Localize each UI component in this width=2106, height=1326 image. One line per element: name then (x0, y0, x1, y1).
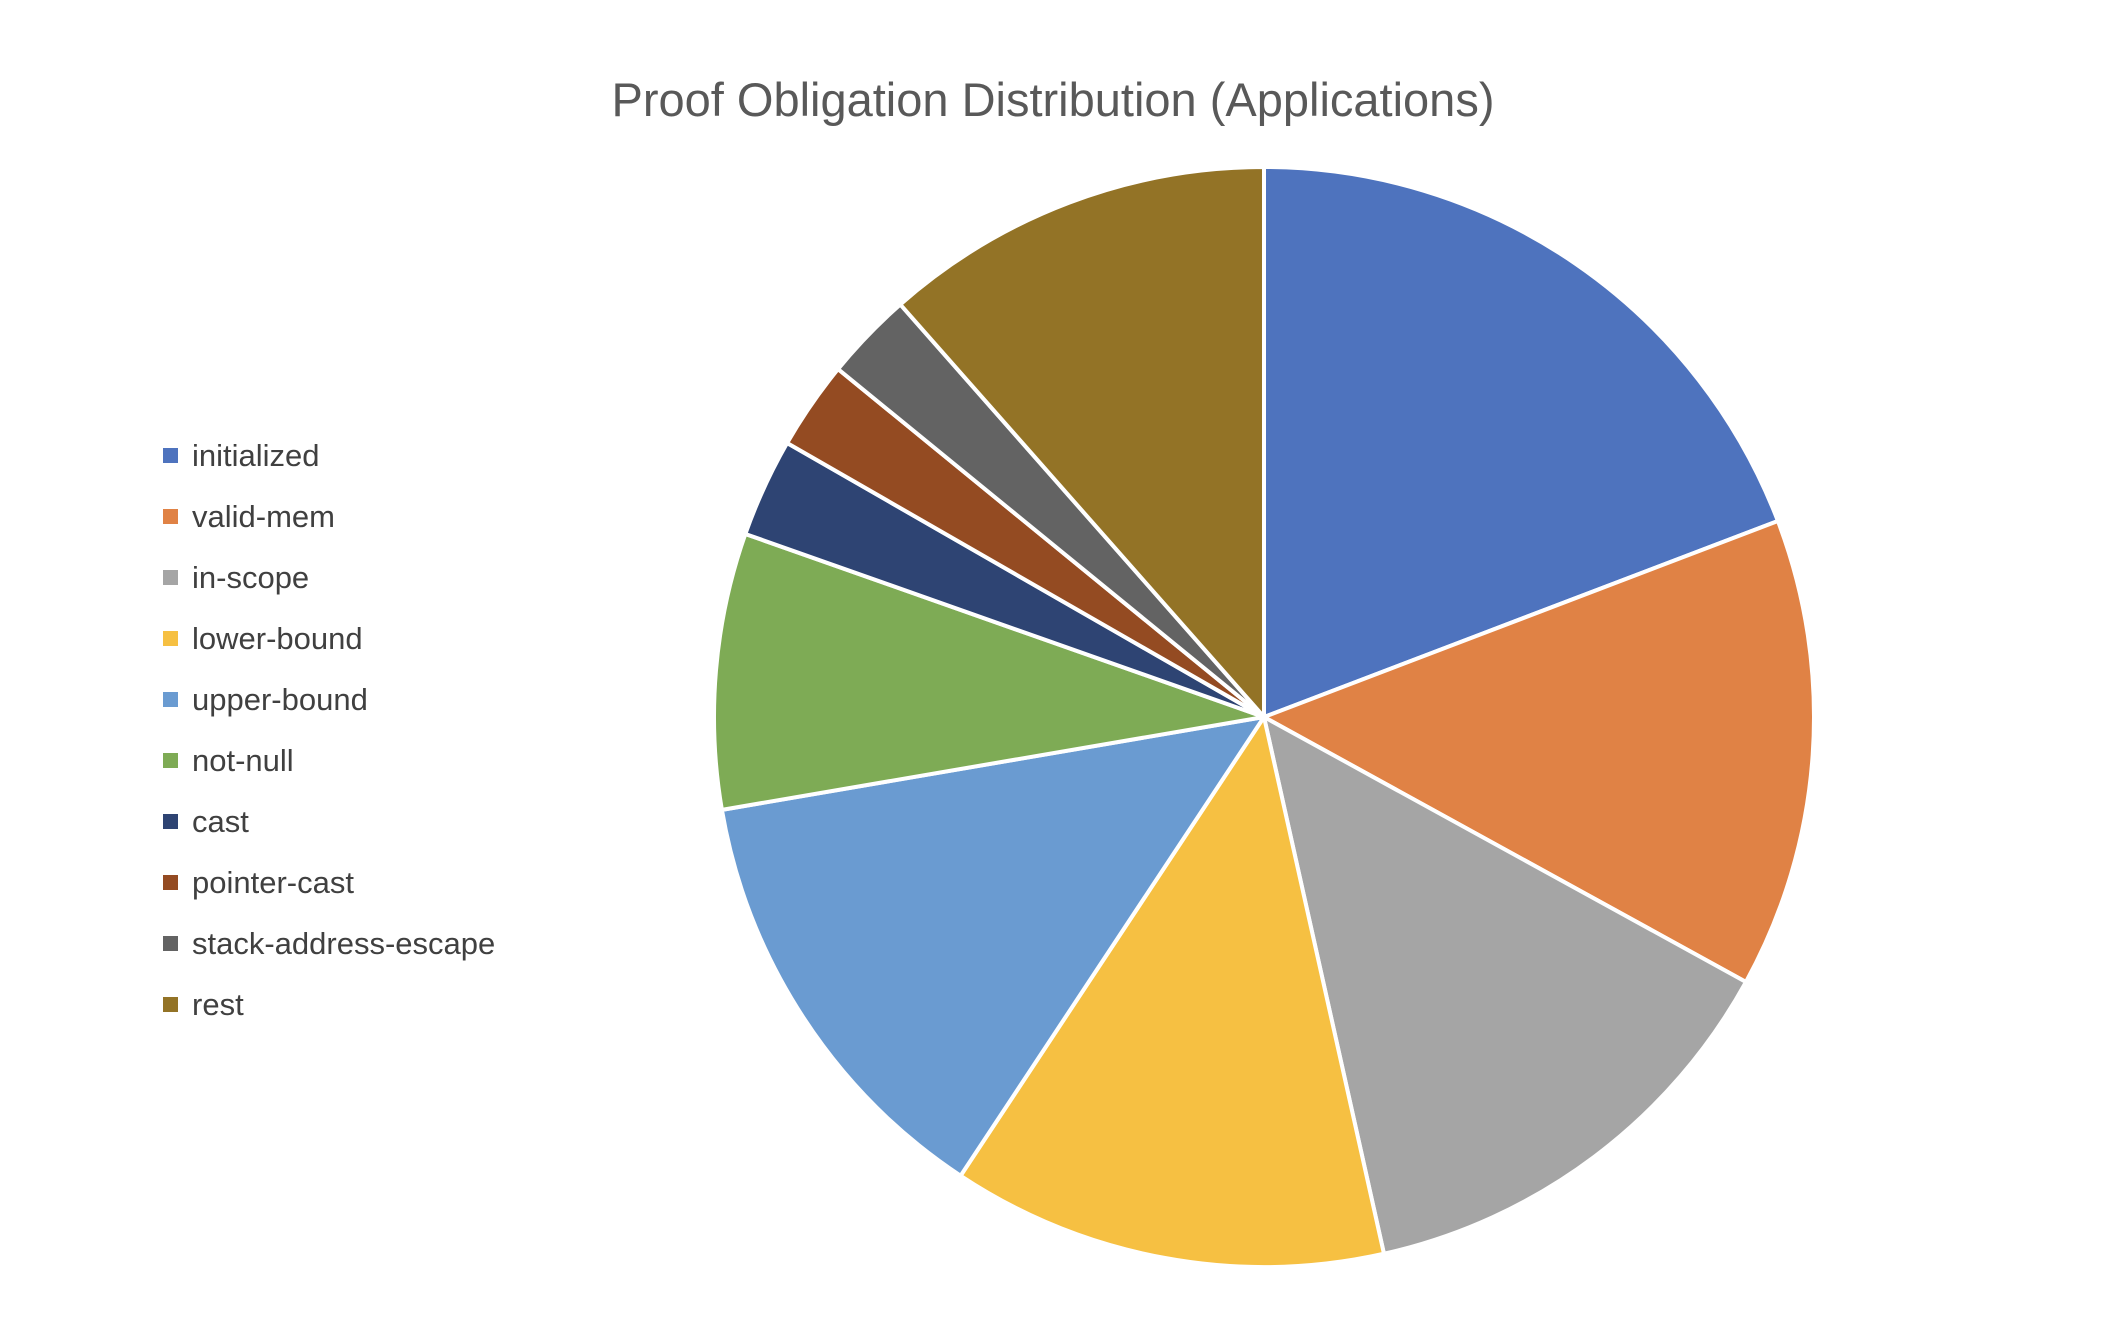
pie-slice-lower-bound (958, 715, 1386, 1269)
legend-label: not-null (192, 742, 294, 778)
pie-slice-upper-bound (719, 715, 1266, 1178)
legend-item-lower-bound: lower-bound (163, 608, 495, 669)
legend-item-not-null: not-null (163, 730, 495, 791)
legend-swatch (163, 875, 178, 890)
legend-item-initialized: initialized (163, 425, 495, 486)
legend-item-cast: cast (163, 791, 495, 852)
legend-swatch (163, 936, 178, 951)
legend-label: initialized (192, 437, 320, 473)
legend-swatch (163, 692, 178, 707)
legend-label: stack-address-escape (192, 925, 496, 961)
legend-swatch (163, 997, 178, 1012)
legend-label: rest (192, 986, 244, 1022)
legend-swatch (163, 509, 178, 524)
pie-slices (711, 165, 1816, 1269)
pie-slice-initialized (1262, 165, 1780, 719)
legend-label: lower-bound (192, 620, 363, 656)
legend-label: cast (192, 803, 249, 839)
legend-label: valid-mem (192, 498, 335, 534)
legend-item-upper-bound: upper-bound (163, 669, 495, 730)
legend-label: upper-bound (192, 681, 368, 717)
legend-item-valid-mem: valid-mem (163, 486, 495, 547)
pie-slice-in-scope (1262, 715, 1748, 1256)
legend-swatch (163, 814, 178, 829)
legend-item-in-scope: in-scope (163, 547, 495, 608)
pie-slice-valid-mem (1262, 518, 1816, 984)
legend-swatch (163, 448, 178, 463)
legend-swatch (163, 631, 178, 646)
legend-swatch (163, 570, 178, 585)
legend-label: in-scope (192, 559, 310, 595)
legend-swatch (163, 753, 178, 768)
pie-slice-not-null (711, 531, 1266, 812)
pie-slice-rest (898, 165, 1266, 719)
legend-label: pointer-cast (192, 864, 354, 900)
legend-item-stack-address-escape: stack-address-escape (163, 913, 495, 974)
chart-title: Proof Obligation Distribution (Applicati… (611, 73, 1495, 126)
legend-item-rest: rest (163, 974, 495, 1035)
legend: initialized valid-mem in-scope lower-bound u… (163, 425, 495, 1035)
legend-item-pointer-cast: pointer-cast (163, 852, 495, 913)
